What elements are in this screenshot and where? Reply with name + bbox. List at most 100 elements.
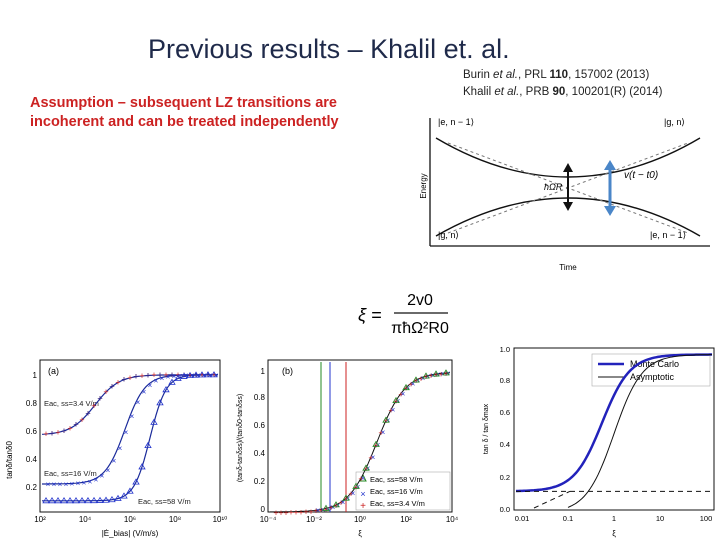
svg-text:+: + (298, 507, 303, 517)
svg-text:10⁻⁴: 10⁻⁴ (260, 515, 277, 524)
svg-text:10¹⁰: 10¹⁰ (213, 515, 228, 524)
svg-text:×: × (52, 480, 57, 489)
svg-text:×: × (172, 372, 177, 381)
legend-a-3: Eac, ss=58 V/m (138, 497, 191, 506)
svg-text:×: × (82, 479, 87, 488)
svg-text:100: 100 (700, 514, 713, 523)
svg-text:+: + (199, 370, 204, 380)
legend-c-asym: Asymptotic (630, 372, 675, 382)
svg-text:+: + (85, 408, 90, 418)
time-label: Time (559, 263, 577, 272)
svg-text:10⁴: 10⁴ (446, 515, 459, 524)
svg-text:+: + (388, 406, 393, 416)
svg-text:+: + (413, 376, 418, 386)
svg-text:×: × (106, 466, 111, 475)
svg-text:+: + (73, 420, 78, 430)
svg-text:0.8: 0.8 (500, 376, 510, 385)
svg-text:+: + (49, 428, 54, 438)
panel-a-ylabel: tanδ/tanδ0 (5, 441, 14, 479)
svg-text:×: × (64, 480, 69, 489)
svg-text:×: × (58, 480, 63, 489)
svg-text:×: × (142, 388, 147, 397)
svg-text:+: + (169, 370, 174, 380)
svg-text:×: × (381, 428, 386, 437)
svg-text:+: + (418, 374, 423, 384)
svg-text:+: + (205, 370, 210, 380)
svg-text:+: + (278, 508, 283, 518)
svg-text:×: × (351, 489, 356, 498)
svg-text:×: × (100, 472, 105, 481)
svg-text:+: + (393, 397, 398, 407)
svg-text:+: + (333, 501, 338, 511)
svg-text:+: + (353, 482, 358, 492)
legend-b-2: Eac, ss=16 V/m (370, 487, 423, 496)
svg-text:+: + (398, 389, 403, 399)
svg-text:0: 0 (261, 505, 266, 514)
rabi-frequency-label: ħΩR (544, 182, 563, 192)
svg-text:+: + (193, 370, 198, 380)
legend-a-1: Eac, ss=3.4 V/m (44, 399, 99, 408)
svg-text:×: × (112, 457, 117, 466)
svg-text:10⁸: 10⁸ (169, 515, 181, 524)
svg-text:×: × (166, 373, 171, 382)
svg-text:0.4: 0.4 (500, 440, 510, 449)
svg-text:+: + (97, 394, 102, 404)
svg-text:+: + (303, 507, 308, 517)
svg-text:+: + (73, 420, 78, 430)
svg-text:×: × (391, 406, 396, 415)
svg-text:+: + (187, 370, 192, 380)
svg-text:+: + (368, 453, 373, 463)
svg-text:+: + (133, 372, 138, 382)
svg-text:+: + (157, 370, 162, 380)
svg-text:+: + (193, 370, 198, 380)
svg-text:+: + (443, 369, 448, 379)
panel-c-data (516, 353, 712, 509)
formula-lhs: ξ = (358, 305, 382, 325)
panel-b-xlabel: ξ (358, 529, 362, 538)
svg-text:0.4: 0.4 (254, 449, 266, 458)
state-label-bottom-right: |e, n − 1⟩ (650, 230, 686, 240)
svg-text:0.6: 0.6 (500, 408, 510, 417)
svg-text:+: + (348, 489, 353, 499)
svg-text:×: × (88, 477, 93, 486)
svg-text:×: × (441, 369, 446, 378)
panel-c-xlabel: ξ (612, 529, 616, 538)
formula-numerator: 2v0 (407, 292, 433, 309)
formula-denominator: πħΩ²R0 (391, 320, 449, 337)
panel-a-label: (a) (48, 366, 59, 376)
svg-text:×: × (316, 506, 321, 515)
svg-text:0.1: 0.1 (563, 514, 573, 523)
svg-text:×: × (190, 371, 195, 380)
svg-text:+: + (363, 464, 368, 474)
svg-text:10⁰: 10⁰ (354, 515, 366, 524)
svg-text:1.0: 1.0 (500, 345, 510, 354)
svg-text:+: + (323, 504, 328, 514)
svg-text:+: + (145, 371, 150, 381)
svg-text:0.2: 0.2 (254, 477, 266, 486)
svg-text:+: + (423, 372, 428, 382)
reference-khalil: Khalil et al., PRB 90, 100201(R) (2014) (463, 86, 663, 98)
state-label-bottom-left: |g, n⟩ (438, 230, 459, 240)
svg-text:+: + (318, 505, 323, 515)
svg-text:+: + (67, 423, 72, 433)
svg-text:0.01: 0.01 (515, 514, 530, 523)
svg-text:+: + (121, 375, 126, 385)
svg-text:+: + (103, 387, 108, 397)
svg-text:×: × (401, 389, 406, 398)
panel-c-ylabel: tan δ / tan δmax (483, 403, 490, 454)
svg-text:×: × (361, 474, 366, 483)
svg-text:×: × (360, 489, 365, 499)
svg-text:×: × (411, 379, 416, 388)
svg-text:+: + (433, 370, 438, 380)
svg-text:+: + (127, 373, 132, 383)
legend-c-mc: Monte Carlo (630, 359, 679, 369)
svg-text:10⁶: 10⁶ (124, 515, 136, 524)
svg-text:+: + (91, 401, 96, 411)
svg-text:+: + (109, 382, 114, 392)
svg-text:+: + (181, 370, 186, 380)
svg-text:+: + (145, 371, 150, 381)
svg-text:×: × (178, 371, 183, 380)
svg-text:+: + (205, 370, 210, 380)
svg-text:10⁴: 10⁴ (79, 515, 92, 524)
svg-text:+: + (378, 428, 383, 438)
